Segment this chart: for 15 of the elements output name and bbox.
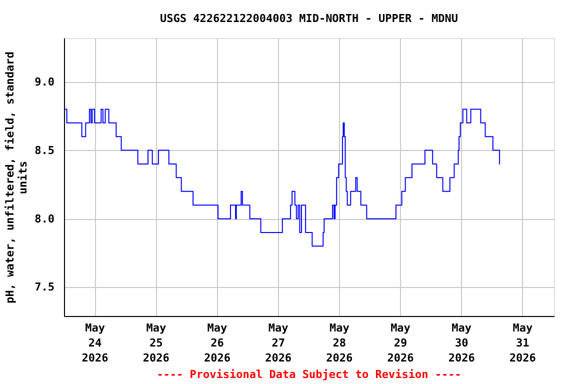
- x-tick-label: May 30 2026: [448, 322, 476, 364]
- text: ---- Provisional Data Subject to Revision ----: [156, 368, 462, 381]
- x-tick-label: May 29 2026: [387, 322, 414, 364]
- y-tick-label: 8.5: [34, 144, 54, 157]
- x-tick-label: May 25 2026: [142, 322, 170, 364]
- y-tick-label: 9.0: [34, 75, 54, 88]
- x-tick-label: May 24 2026: [82, 322, 109, 364]
- y-tick-label: 7.5: [34, 280, 54, 294]
- x-tick-label: May 28 2026: [326, 322, 354, 364]
- y-tick-label: 8.0: [34, 212, 54, 226]
- chart-title: USGS 422622122004003 MID-NORTH - UPPER - MDNU: [160, 12, 458, 25]
- y-axis-title: pH, water, unfiltered, field, standard units: [4, 52, 30, 304]
- x-tick-label: May 31 2026: [509, 322, 536, 364]
- x-tick-label: May 26 2026: [204, 322, 231, 364]
- x-tick-label: May 27 2026: [265, 322, 292, 364]
